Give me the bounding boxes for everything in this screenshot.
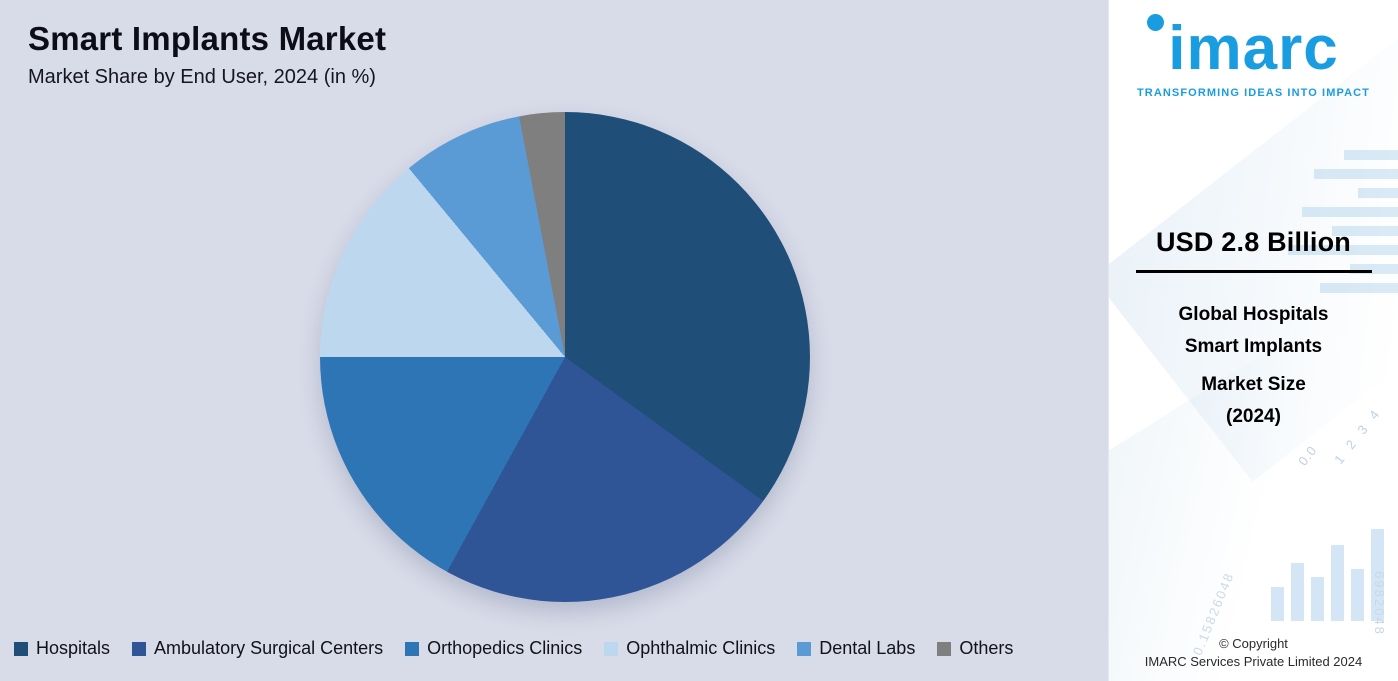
pie-chart	[320, 112, 810, 602]
market-size-block: USD 2.8 Billion Global Hospitals Smart I…	[1109, 227, 1398, 433]
legend-swatch-ambulatory-surgical-centers	[132, 641, 147, 656]
market-size-line: Market Size	[1201, 373, 1306, 395]
market-size-line: Global Hospitals	[1178, 304, 1329, 326]
legend-swatch-orthopedics-clinics	[405, 641, 420, 656]
panel-content: imarc TRANSFORMING IDEAS INTO IMPACT USD…	[1109, 0, 1398, 681]
page-title: Smart Implants Market	[28, 20, 387, 57]
chart-area: Smart Implants Market Market Share by En…	[0, 0, 1108, 681]
logo-tagline: TRANSFORMING IDEAS INTO IMPACT	[1136, 87, 1371, 100]
legend: Hospitals Ambulatory Surgical Centers Or…	[14, 638, 1013, 659]
legend-label: Hospitals	[36, 638, 111, 658]
page-subtitle: Market Share by End User, 2024 (in %)	[28, 66, 376, 88]
legend-swatch-dental-labs	[797, 641, 812, 656]
copyright-line: © Copyright	[1219, 636, 1288, 651]
legend-item: Dental Labs	[797, 638, 915, 659]
legend-swatch-ophthalmic-clinics	[604, 641, 619, 656]
legend-swatch-hospitals	[14, 641, 28, 656]
market-size-line: Smart Implants	[1184, 336, 1323, 357]
legend-label: Ophthalmic Clinics	[626, 638, 776, 658]
chart-header: Smart Implants Market Market Share by En…	[28, 20, 386, 89]
legend-item: Hospitals	[14, 638, 110, 659]
underline-divider	[1135, 270, 1372, 274]
brand-panel: 1 2 3 4 0.0 6982048 0.15826048 imarc TRA…	[1108, 0, 1398, 681]
market-size-line: (2024)	[1226, 405, 1281, 427]
copyright: © Copyright IMARC Services Private Limit…	[1145, 636, 1362, 669]
legend-item: Orthopedics Clinics	[405, 638, 582, 659]
legend-swatch-others	[937, 641, 952, 656]
logo-dot-icon	[1146, 14, 1164, 31]
legend-label: Ambulatory Surgical Centers	[154, 638, 384, 658]
legend-item: Ophthalmic Clinics	[604, 638, 775, 659]
legend-label: Dental Labs	[819, 638, 916, 658]
copyright-line: IMARC Services Private Limited 2024	[1144, 654, 1363, 669]
imarc-logo: imarc TRANSFORMING IDEAS INTO IMPACT	[1136, 14, 1371, 100]
legend-label: Others	[959, 638, 1014, 658]
logo-text: imarc	[1168, 14, 1339, 83]
legend-label: Orthopedics Clinics	[427, 638, 583, 658]
legend-item: Ambulatory Surgical Centers	[132, 638, 383, 659]
legend-item: Others	[937, 638, 1013, 659]
market-size-value: USD 2.8 Billion	[1155, 227, 1352, 258]
